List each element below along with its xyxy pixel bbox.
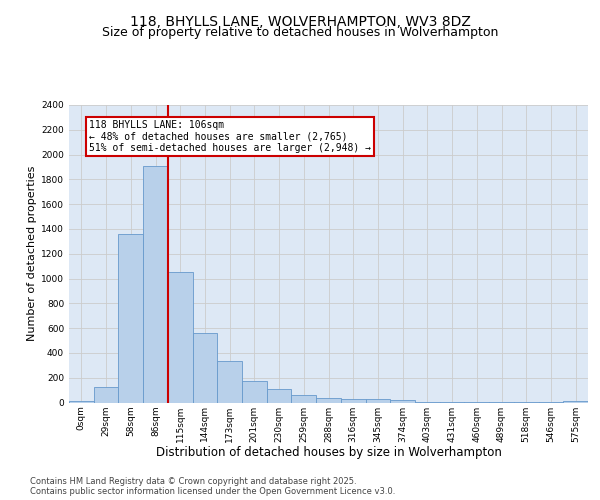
Text: Size of property relative to detached houses in Wolverhampton: Size of property relative to detached ho…	[102, 26, 498, 39]
Bar	[94, 387, 118, 402]
Text: Contains HM Land Registry data © Crown copyright and database right 2025.
Contai: Contains HM Land Registry data © Crown c…	[30, 476, 395, 496]
Y-axis label: Number of detached properties: Number of detached properties	[27, 166, 37, 342]
Bar	[341, 399, 365, 402]
Bar	[365, 400, 390, 402]
Bar	[168, 272, 193, 402]
X-axis label: Distribution of detached houses by size in Wolverhampton: Distribution of detached houses by size …	[155, 446, 502, 459]
Bar	[242, 382, 267, 402]
Bar	[563, 401, 588, 402]
Bar	[118, 234, 143, 402]
Bar	[316, 398, 341, 402]
Text: 118 BHYLLS LANE: 106sqm
← 48% of detached houses are smaller (2,765)
51% of semi: 118 BHYLLS LANE: 106sqm ← 48% of detache…	[89, 120, 371, 153]
Text: 118, BHYLLS LANE, WOLVERHAMPTON, WV3 8DZ: 118, BHYLLS LANE, WOLVERHAMPTON, WV3 8DZ	[130, 15, 470, 29]
Bar	[267, 389, 292, 402]
Bar	[143, 166, 168, 402]
Bar	[217, 361, 242, 403]
Bar	[390, 400, 415, 402]
Bar	[292, 395, 316, 402]
Bar	[193, 333, 217, 402]
